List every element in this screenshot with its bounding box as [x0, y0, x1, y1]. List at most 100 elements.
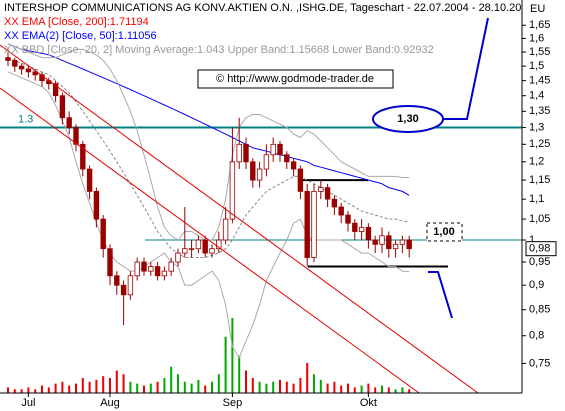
candle-body — [358, 226, 365, 232]
candle-body — [175, 252, 181, 263]
candle-body — [352, 222, 358, 232]
candle-body — [229, 161, 236, 220]
volume-bar — [183, 381, 186, 393]
y-tick-label: 0,95 — [529, 256, 550, 268]
candle-body — [263, 154, 270, 170]
candle-body — [290, 161, 297, 170]
volume-bar — [381, 385, 383, 393]
volume-bar — [360, 385, 363, 393]
y-tick-label: 1,2 — [529, 156, 544, 168]
candle-body — [148, 266, 154, 272]
volume-bar — [347, 383, 349, 393]
x-tick-label: Sep — [223, 397, 243, 409]
volume-bar — [109, 378, 111, 393]
volume-bar — [333, 381, 336, 393]
volume-bar — [224, 336, 227, 393]
candle-body — [399, 239, 406, 245]
legend-entry: XX EMA [Close, 200]:1.71194 — [4, 16, 149, 28]
volume-bar — [299, 378, 302, 393]
y-tick-label: 1,35 — [529, 105, 550, 117]
candle-body — [365, 226, 372, 241]
candle-body — [182, 248, 188, 254]
volume-bar — [41, 385, 43, 393]
candle-body — [59, 95, 66, 119]
volume-bar — [170, 366, 173, 393]
volume-bar — [394, 389, 397, 393]
volume-bar — [156, 381, 159, 393]
candle-body — [141, 261, 147, 272]
drawn-arrow — [428, 271, 453, 319]
trend-line — [0, 87, 420, 394]
y-tick-label: 1,15 — [529, 174, 550, 186]
volume-bar — [27, 387, 30, 393]
y-tick-label: 0,85 — [529, 304, 550, 316]
volume-bar — [197, 379, 200, 393]
reference-label: 1.3 — [18, 113, 33, 125]
candle-body — [236, 143, 242, 163]
candle-body — [270, 143, 276, 156]
candle-body — [202, 239, 208, 254]
volume-bar — [272, 381, 275, 393]
y-tick-label: 1,5 — [529, 60, 544, 72]
volume-bar — [211, 381, 213, 393]
volume-bar — [115, 370, 118, 393]
candle-body — [52, 83, 59, 97]
last-price-box — [525, 241, 557, 257]
candle-body — [134, 261, 140, 277]
y-tick-label: 1,45 — [529, 75, 550, 87]
volume-bar — [313, 374, 315, 393]
candle-body — [379, 235, 385, 245]
y-tick-label: 0,75 — [529, 357, 550, 369]
annotation-text: 1,30 — [397, 113, 418, 125]
y-axis: 1,651,6 1,55 1,5 1,45 1,4 1,35 1,3 1,25 1,2 1,15 1… — [522, 19, 557, 369]
volume-bar — [102, 376, 105, 393]
y-tick-label: 1,1 — [529, 193, 544, 205]
volume-bar — [177, 374, 179, 393]
volume-bar — [251, 378, 254, 393]
candle-body — [338, 206, 344, 216]
candle-body — [284, 154, 290, 163]
watermark-box — [197, 69, 394, 89]
annotation-box — [426, 222, 463, 242]
y-tick-label: 0,9 — [529, 279, 544, 291]
candle-body — [154, 266, 161, 277]
volume-bar — [292, 383, 295, 393]
candle-body — [86, 168, 93, 192]
volume-bar — [129, 381, 132, 393]
candle-body — [222, 218, 229, 241]
chart-title: INTERSHOP COMMUNICATIONS AG KONV.AKTIEN … — [4, 2, 521, 14]
candle-body — [406, 239, 412, 250]
y-tick-label: 1,65 — [529, 19, 550, 31]
candle-body — [392, 243, 399, 250]
candle-body — [188, 248, 195, 251]
volume-bar — [387, 387, 390, 393]
candle-body — [100, 218, 106, 250]
currency-label: EU — [530, 3, 545, 15]
drawn-arrow — [443, 17, 489, 120]
candle-body — [127, 275, 134, 296]
volume-bar — [238, 355, 241, 393]
candle-body — [25, 68, 32, 73]
x-tick-label: Okt — [360, 397, 377, 409]
candle-body — [331, 198, 338, 208]
indicator-line — [7, 43, 410, 196]
candle-body — [209, 248, 215, 254]
candle-body — [161, 270, 168, 277]
axis-panel — [522, 0, 565, 411]
volume-bar — [88, 381, 91, 393]
candle-body — [324, 187, 331, 200]
watermark: © http://www.godmode-trader.de — [216, 73, 374, 85]
volume-bar — [319, 379, 322, 393]
y-tick-label: 1,05 — [529, 213, 550, 225]
annotation-text: 1,00 — [433, 226, 454, 238]
volume-bar — [340, 385, 343, 393]
volume-bar — [47, 387, 50, 393]
volume-bar — [231, 318, 234, 393]
candle-body — [168, 261, 174, 272]
volume-bar — [81, 378, 84, 393]
indicator-line — [7, 71, 410, 359]
volume-bar — [143, 385, 145, 393]
trend-line — [0, 44, 479, 394]
